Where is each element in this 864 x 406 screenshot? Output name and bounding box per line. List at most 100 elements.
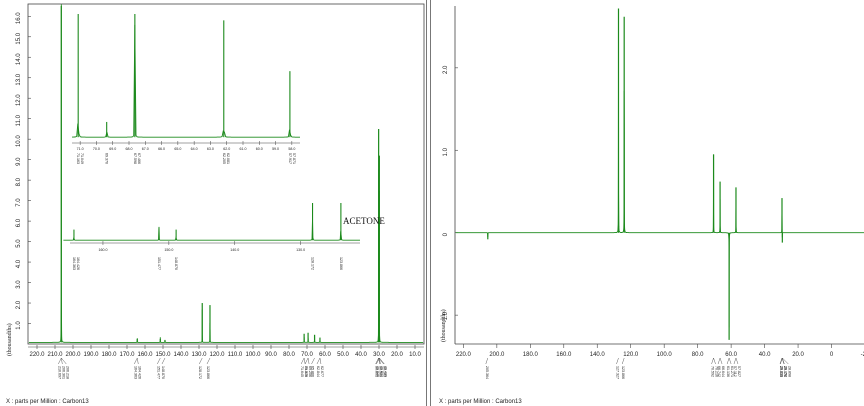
peak-leader-left xyxy=(300,357,305,365)
peak-leader-left xyxy=(161,357,166,365)
peak-leader-left xyxy=(316,357,321,365)
inset-lower-tick-label: 150.0 xyxy=(164,248,173,252)
x-tick-label-right: 220.0 xyxy=(456,352,472,358)
peak-label-left: 30.163 xyxy=(383,366,387,377)
x-tick-label-right: 20.0 xyxy=(792,352,804,358)
x-tick-label-left: 50.0 xyxy=(337,352,349,358)
inset-upper-peak-label: 57.871 xyxy=(292,153,296,164)
peak-leader-left xyxy=(379,357,381,365)
y-tick-label-right: 2.0 xyxy=(443,65,449,74)
y-tick-label-left: 15.0 xyxy=(16,32,22,44)
x-tick-label-right: 60.0 xyxy=(725,352,737,358)
inset-upper-tick-label: 65.0 xyxy=(174,147,181,151)
peak-label-left: 128.172 xyxy=(198,366,202,379)
inset-upper-tick-label: 59.0 xyxy=(272,147,279,151)
spectrum-panel-right: -1.0 0 1.0 2.0 220.0 200.0 180.0 160.0 140.0 120… xyxy=(430,0,864,406)
inset-upper-peak-label: 67.466 xyxy=(137,153,141,164)
x-tick-label-left: 20.0 xyxy=(391,352,403,358)
inset-upper-peak-label: 62.081 xyxy=(226,153,230,164)
peak-label-right: 127.327 xyxy=(615,366,619,379)
x-tick-label-right: 180.0 xyxy=(523,352,539,358)
inset-upper-tick-label: 71.0 xyxy=(77,147,84,151)
inset-lower-tick-label: 160.0 xyxy=(98,248,107,252)
y-tick-label-left: 9.0 xyxy=(16,157,22,166)
x-tick-label-left: 130.0 xyxy=(191,352,207,358)
x-tick-label-left: 100.0 xyxy=(245,352,261,358)
x-tick-label-right: 0 xyxy=(830,352,834,358)
x-tick-label-left: 30.0 xyxy=(373,352,385,358)
peak-label-right: 29.336 xyxy=(779,366,783,377)
y-tick-label-right: -1.0 xyxy=(443,311,449,322)
inset-upper-tick-label: 58.0 xyxy=(288,147,295,151)
inset-lower-peak-label: 123.866 xyxy=(339,257,343,270)
inset-lower-peak-label: 164.363 xyxy=(72,257,76,270)
plot-frame-left xyxy=(27,3,425,345)
peak-label-left: 30.861 xyxy=(375,366,379,377)
peak-label-left: 148.870 xyxy=(161,366,165,379)
peak-label-left: 29.439 xyxy=(383,366,387,377)
peak-label-right: 29.152 xyxy=(783,366,787,377)
peak-label-right: 57.112 xyxy=(733,366,737,377)
peak-label-left: 164.426 xyxy=(137,366,141,379)
peak-label-left: 210.697 xyxy=(57,366,61,379)
y-tick-label-left: 6.0 xyxy=(16,218,22,227)
peak-label-left: 29.632 xyxy=(379,366,383,377)
inset-lower-tick-label: 140.0 xyxy=(230,248,239,252)
peak-leader-right xyxy=(782,357,785,365)
inset-upper-peak-label: 69.370 xyxy=(105,153,109,164)
inset-upper-peak-label: 71.163 xyxy=(76,153,80,164)
peak-label-right: 29.476 xyxy=(783,366,787,377)
y-tick-label-left: 12.0 xyxy=(16,94,22,106)
inset-upper-tick-label: 60.0 xyxy=(256,147,263,151)
inset-upper-tick-label: 68.0 xyxy=(126,147,133,151)
peak-leader-right xyxy=(780,357,783,365)
inset-lower-tick-label: 130.0 xyxy=(296,248,305,252)
x-tick-label-left: 210.0 xyxy=(47,352,63,358)
y-tick-label-right: 0 xyxy=(443,232,449,236)
x-tick-label-left: 190.0 xyxy=(83,352,99,358)
x-tick-label-right: 80.0 xyxy=(692,352,704,358)
x-tick-label-left: 10.0 xyxy=(409,352,421,358)
inset-lower-bg xyxy=(66,195,364,279)
peak-leader-right xyxy=(717,357,721,365)
peak-leader-left xyxy=(58,357,62,365)
spectrum-chart-left: 1.0 2.0 3.0 4.0 5.0 6.0 7.0 8.0 9.0 10.0 11.0 12.0 1… xyxy=(6,3,425,379)
peak-leader-left xyxy=(303,357,306,365)
y-tick-label-left: 13.0 xyxy=(16,73,22,85)
x-tick-label-left: 80.0 xyxy=(283,352,295,358)
x-tick-label-left: 60.0 xyxy=(319,352,331,358)
inset-upper-tick-label: 69.0 xyxy=(109,147,116,151)
peak-leader-right xyxy=(779,357,783,365)
x-tick-label-left: 40.0 xyxy=(355,352,367,358)
peak-leader-right xyxy=(711,357,714,365)
spectrum-panel-left: 1.0 2.0 3.0 4.0 5.0 6.0 7.0 8.0 9.0 10.0 11.0 12.0 1… xyxy=(0,0,427,406)
x-tick-label-left: 220.0 xyxy=(29,352,45,358)
x-axis-title-right: X : parts per Million : Carbon13 xyxy=(439,399,522,405)
peak-label-left: 164.363 xyxy=(133,366,137,379)
peak-leader-right xyxy=(719,357,723,365)
y-axis-title-left: (thousandths) xyxy=(6,323,13,356)
peak-label-left: 69.370 xyxy=(304,366,308,377)
peak-label-left: 151.477 xyxy=(156,366,160,379)
peak-leader-left xyxy=(304,357,309,365)
inset-lower-peak-label: 148.870 xyxy=(174,257,178,270)
x-tick-label-left: 110.0 xyxy=(228,352,243,358)
peak-leader-left xyxy=(137,357,139,365)
inset-upper-bg xyxy=(68,10,304,177)
peak-label-left: 65.866 xyxy=(311,366,315,377)
x-tick-label-left: 200.0 xyxy=(65,352,81,358)
y-tick-label-left: 7.0 xyxy=(16,198,22,207)
x-tick-label-right: 120.0 xyxy=(623,352,639,358)
inset-upper-peak-label: 62.205 xyxy=(222,153,226,164)
x-axis-title-left: X : parts per Million : Carbon13 xyxy=(6,399,89,405)
peak-leader-left xyxy=(319,357,322,365)
peak-leader-left xyxy=(376,357,380,365)
peak-label-right: 57.827 xyxy=(737,366,741,377)
peak-label-right: 70.592 xyxy=(711,366,715,377)
peak-leader-right xyxy=(485,357,488,365)
y-tick-label-left: 4.0 xyxy=(16,259,22,268)
inset-upper-tick-label: 64.0 xyxy=(191,147,198,151)
x-tick-label-right: -20 xyxy=(861,352,864,358)
inset-upper-tick-label: 63.0 xyxy=(207,147,214,151)
x-tick-label-left: 70.0 xyxy=(301,352,313,358)
